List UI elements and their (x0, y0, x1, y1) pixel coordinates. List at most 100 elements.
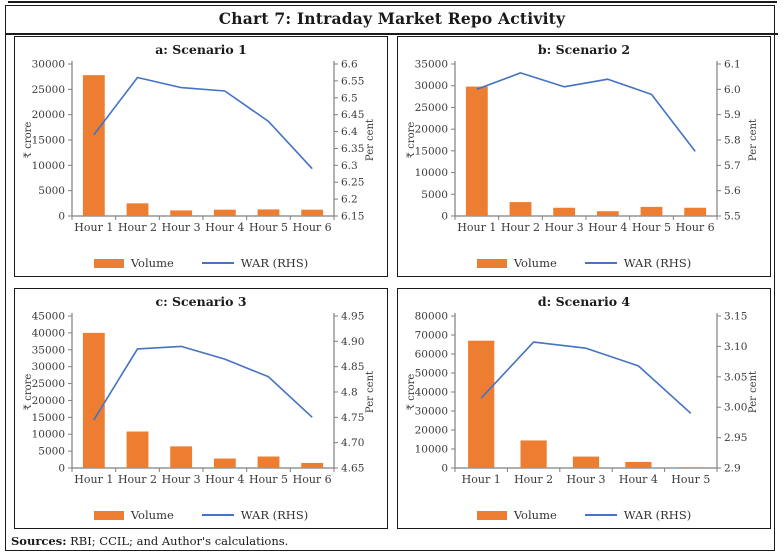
left-axis-tick-label: 20000 (415, 124, 448, 136)
volume-legend-label: Volume (130, 256, 174, 270)
x-axis-category-label: Hour 2 (501, 221, 540, 234)
volume-legend-swatch (476, 258, 507, 268)
volume-bar (170, 446, 193, 468)
sources-label: Sources: (11, 534, 67, 548)
x-axis-category-label: Hour 1 (74, 221, 113, 234)
panel-title: a: Scenario 1 (155, 42, 247, 57)
left-axis-tick-label: 25000 (415, 102, 448, 114)
right-axis-tick-label: 6.5 (341, 92, 358, 104)
right-axis-title: Per cent (365, 371, 376, 413)
x-axis-category-label: Hour 3 (545, 221, 584, 234)
right-axis-tick-label: 3.00 (724, 402, 747, 414)
right-axis-tick-label: 5.9 (724, 109, 741, 121)
volume-bar (677, 467, 704, 468)
title-separator-rule (6, 33, 778, 35)
x-axis-category-label: Hour 5 (249, 221, 288, 234)
panel-title: d: Scenario 4 (537, 294, 631, 309)
volume-bar (170, 210, 193, 216)
x-axis-category-label: Hour 1 (457, 221, 496, 234)
x-axis-category-label: Hour 4 (205, 221, 244, 234)
right-axis-tick-label: 4.95 (341, 311, 364, 323)
war-line (476, 72, 696, 152)
left-axis-title: ₹ crore (406, 374, 417, 411)
left-axis-tick-label: 0 (58, 463, 65, 475)
right-axis-tick-label: 2.95 (724, 432, 747, 444)
volume-legend-swatch (476, 510, 507, 520)
x-axis-category-label: Hour 4 (588, 221, 627, 234)
right-axis-tick-label: 4.85 (341, 361, 364, 373)
volume-bar (82, 75, 105, 216)
volume-bar (509, 202, 532, 216)
right-axis-tick-label: 6.1 (724, 59, 741, 71)
war-legend-label: WAR (RHS) (240, 508, 309, 522)
volume-bar (301, 462, 324, 468)
left-axis-tick-label: 15000 (32, 135, 65, 147)
volume-bar (553, 207, 576, 216)
war-line (93, 345, 313, 421)
volume-bar (257, 209, 280, 216)
left-axis-tick-label: 35000 (32, 344, 65, 356)
chart-plot-scenario-3: 0 5000 10000 15000 20000 25000 30000 35000 40000… (23, 311, 376, 487)
left-axis-tick-label: 25000 (32, 378, 65, 390)
left-axis-tick-label: 20000 (32, 109, 65, 121)
panel-title: b: Scenario 2 (537, 42, 631, 57)
right-axis-tick-label: 6.3 (341, 160, 358, 172)
volume-legend-label: Volume (130, 508, 174, 522)
chart-main-title: Chart 7: Intraday Market Repo Activity (218, 9, 566, 28)
legend: Volume WAR (RHS) (15, 508, 387, 522)
chart-panel-scenario-4: d: Scenario 4 0 10000 20000 30000 40000 50000… (397, 288, 771, 529)
volume-bar (684, 207, 707, 216)
right-axis-tick-label: 6.2 (341, 194, 358, 206)
left-axis-tick-label: 0 (441, 463, 448, 475)
left-axis-tick-label: 35000 (415, 59, 448, 71)
x-axis-category-label: Hour 2 (514, 473, 553, 486)
volume-bar (520, 440, 547, 468)
chart-plot-scenario-2: 0 5000 10000 15000 20000 25000 30000 35000 5.5 5.… (406, 59, 759, 235)
left-axis-tick-label: 0 (441, 211, 448, 223)
page-top-rule (8, 1, 777, 3)
left-axis-tick-label: 70000 (415, 330, 448, 342)
left-axis-tick-label: 60000 (415, 349, 448, 361)
volume-bar (465, 86, 488, 216)
volume-bar (596, 211, 619, 216)
left-axis-tick-label: 5000 (421, 189, 448, 201)
x-axis-category-label: Hour 5 (249, 473, 288, 486)
left-axis-tick-label: 10000 (415, 444, 448, 456)
x-axis-category-label: Hour 4 (205, 473, 244, 486)
volume-bar (257, 456, 280, 468)
x-axis-category-label: Hour 6 (676, 221, 715, 234)
volume-bar (625, 461, 652, 468)
right-axis-tick-label: 4.75 (341, 412, 364, 424)
left-axis-tick-label: 30000 (415, 80, 448, 92)
left-axis-title: ₹ crore (23, 374, 34, 411)
war-legend-label: WAR (RHS) (240, 256, 309, 270)
right-axis-tick-label: 3.15 (724, 311, 747, 323)
x-axis-category-label: Hour 4 (619, 473, 658, 486)
left-axis-tick-label: 40000 (32, 327, 65, 339)
left-axis-tick-label: 10000 (32, 160, 65, 172)
right-axis-tick-label: 6.6 (341, 59, 358, 71)
left-axis-tick-label: 50000 (415, 368, 448, 380)
legend: Volume WAR (RHS) (15, 256, 387, 270)
volume-bar (301, 209, 324, 216)
x-axis-category-label: Hour 2 (118, 221, 157, 234)
right-axis-tick-label: 6.4 (341, 126, 358, 138)
left-axis-tick-label: 15000 (415, 145, 448, 157)
left-axis-tick-label: 10000 (415, 167, 448, 179)
left-axis-tick-label: 20000 (415, 425, 448, 437)
panel-title: c: Scenario 3 (155, 294, 247, 309)
right-axis-tick-label: 4.8 (341, 387, 358, 399)
war-line (93, 76, 313, 170)
chart-panel-scenario-1: a: Scenario 1 0 5000 10000 15000 20000 25000 3… (14, 36, 388, 277)
sources-text: RBI; CCIL; and Author's calculations. (66, 534, 289, 548)
volume-bar (213, 458, 236, 468)
right-axis-title: Per cent (748, 371, 759, 413)
sources-note: Sources: RBI; CCIL; and Author's calcula… (11, 534, 288, 548)
war-legend-swatch (201, 262, 234, 264)
right-axis-title: Per cent (365, 119, 376, 161)
right-axis-tick-label: 3.10 (724, 341, 747, 353)
x-axis-category-label: Hour 3 (162, 221, 201, 234)
right-axis-tick-label: 6.0 (724, 84, 741, 96)
x-axis-category-label: Hour 1 (462, 473, 501, 486)
right-axis-tick-label: 3.05 (724, 371, 747, 383)
